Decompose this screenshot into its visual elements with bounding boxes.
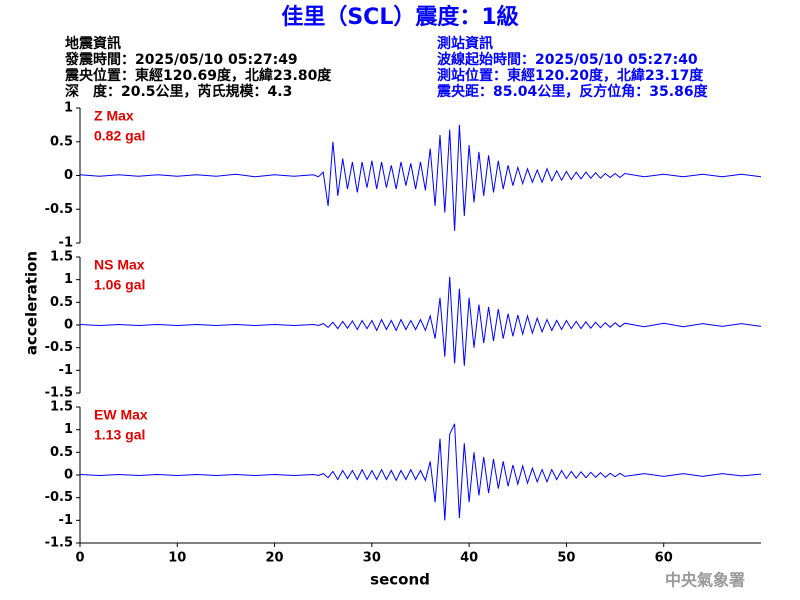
y-tick-label: 0.5	[50, 445, 73, 460]
y-tick-label: 0.5	[50, 134, 73, 149]
panel-max: 1.13 gal	[94, 427, 145, 443]
info-right: 測站資訊	[437, 35, 493, 52]
panel-max: 1.06 gal	[94, 277, 145, 293]
x-tick-label: 60	[655, 551, 673, 566]
y-tick-label: -1	[59, 513, 73, 528]
y-tick-label: -0.5	[45, 340, 73, 355]
y-tick-label: -1.5	[45, 536, 73, 551]
y-tick-label: 1	[64, 101, 73, 116]
y-tick-label: -1.5	[45, 386, 73, 401]
info-left: 深 度：20.5公里，芮氏規模：4.3	[65, 83, 292, 100]
y-tick-label: -1	[59, 236, 73, 251]
y-tick-label: 1	[64, 272, 73, 287]
waveform	[79, 124, 762, 231]
info-left: 地震資訊	[65, 35, 121, 52]
y-axis-label: acceleration	[23, 251, 41, 355]
chart-title: 佳里（SCL）震度：1級	[281, 4, 518, 30]
info-right: 震央距：85.04公里，反方位角：35.86度	[436, 83, 709, 100]
y-tick-label: 0	[64, 468, 73, 483]
info-right: 測站位置：東經120.20度，北緯23.17度	[437, 67, 704, 84]
x-tick-label: 0	[75, 551, 84, 566]
panel-label: EW Max	[94, 407, 148, 423]
y-tick-label: 1	[64, 422, 73, 437]
y-tick-label: -1	[59, 363, 73, 378]
panel-label: NS Max	[94, 257, 145, 273]
waveform	[79, 276, 762, 366]
x-tick-label: 20	[266, 551, 284, 566]
panel-max: 0.82 gal	[94, 128, 145, 144]
footer: 中央氣象署	[665, 571, 745, 590]
x-axis-label: second	[370, 571, 430, 589]
info-left: 震央位置：東經120.69度，北緯23.80度	[64, 67, 332, 84]
x-tick-label: 30	[363, 551, 381, 566]
y-tick-label: 0	[64, 168, 73, 183]
y-tick-label: 1.5	[50, 400, 73, 415]
x-tick-label: 40	[460, 551, 478, 566]
y-tick-label: 0.5	[50, 295, 73, 310]
waveform	[79, 423, 762, 521]
y-tick-label: -0.5	[45, 202, 73, 217]
info-left: 發震時間：2025/05/10 05:27:49	[64, 51, 298, 68]
info-right: 波線起始時間：2025/05/10 05:27:40	[437, 51, 698, 68]
y-tick-label: 0	[64, 318, 73, 333]
x-tick-label: 50	[557, 551, 575, 566]
x-tick-label: 10	[168, 551, 186, 566]
y-tick-label: 1.5	[50, 250, 73, 265]
y-tick-label: -0.5	[45, 490, 73, 505]
panel-label: Z Max	[94, 108, 134, 124]
